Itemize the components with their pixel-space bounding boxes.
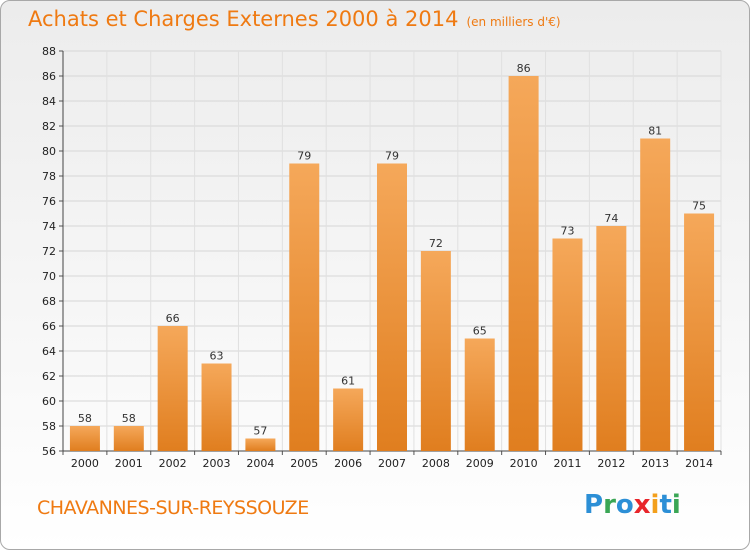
value-label-2000: 58 — [78, 412, 92, 425]
bar-2009 — [464, 338, 495, 451]
logo-letter: t — [659, 490, 672, 520]
value-label-2014: 75 — [692, 200, 706, 213]
y-tick-label: 62 — [42, 370, 56, 383]
y-tick-label: 70 — [42, 270, 56, 283]
y-tick-label: 66 — [42, 320, 56, 333]
x-tick-label-2009: 2009 — [466, 457, 494, 470]
value-label-2006: 61 — [341, 375, 355, 388]
chart-title: Achats et Charges Externes 2000 à 2014 (e… — [28, 7, 561, 31]
logo-letter: x — [633, 490, 651, 520]
bar-2014 — [684, 213, 715, 451]
x-tick-label-2014: 2014 — [685, 457, 713, 470]
bars — [69, 76, 715, 451]
x-tick-label-2013: 2013 — [641, 457, 669, 470]
y-tick-label: 58 — [42, 420, 56, 433]
y-tick-label: 88 — [42, 45, 56, 58]
x-tick-label-2001: 2001 — [115, 457, 143, 470]
y-tick-label: 76 — [42, 195, 56, 208]
bar-2001 — [113, 426, 144, 451]
value-label-2012: 74 — [604, 212, 618, 225]
commune-name: CHAVANNES-SUR-REYSSOUZE — [37, 497, 309, 519]
value-label-2001: 58 — [122, 412, 136, 425]
logo-letter: r — [603, 490, 616, 520]
y-tick-label: 78 — [42, 170, 56, 183]
value-label-2008: 72 — [429, 237, 443, 250]
value-label-2003: 63 — [210, 350, 224, 363]
logo-letter: i — [650, 490, 660, 520]
data-labels: 58 58 66 63 57 79 61 79 72 65 86 73 74 81 75 — [78, 62, 706, 438]
x-tick-label-2006: 2006 — [334, 457, 362, 470]
bar-2006 — [333, 388, 364, 451]
y-tick-label: 80 — [42, 145, 56, 158]
y-tick-label: 68 — [42, 295, 56, 308]
x-tick-label-2005: 2005 — [290, 457, 318, 470]
bar-2004 — [245, 438, 276, 451]
logo-letter: i — [671, 490, 681, 520]
y-tick-label: 64 — [42, 345, 56, 358]
bar-2003 — [201, 363, 232, 451]
value-label-2004: 57 — [253, 425, 267, 438]
x-tick-label-2010: 2010 — [510, 457, 538, 470]
x-tick-label-2002: 2002 — [159, 457, 187, 470]
value-label-2002: 66 — [166, 312, 180, 325]
x-tick-label-2007: 2007 — [378, 457, 406, 470]
bar-2000 — [69, 426, 100, 451]
bar-2012 — [596, 226, 627, 451]
y-tick-label: 56 — [42, 445, 56, 458]
logo-letter: o — [615, 490, 634, 520]
value-label-2010: 86 — [517, 62, 531, 75]
value-label-2005: 79 — [297, 150, 311, 163]
unit-label: (en milliers d'€) — [466, 15, 561, 29]
x-tick-label-2012: 2012 — [597, 457, 625, 470]
y-tick-label: 82 — [42, 120, 56, 133]
y-tick-label: 86 — [42, 70, 56, 83]
bar-2013 — [640, 138, 671, 451]
value-label-2009: 65 — [473, 325, 487, 338]
title-text: Achats et Charges Externes 2000 à 2014 — [28, 7, 459, 31]
y-tick-label: 74 — [42, 220, 56, 233]
bar-2008 — [420, 251, 451, 451]
value-label-2007: 79 — [385, 150, 399, 163]
bar-2005 — [289, 163, 320, 451]
logo-letter: P — [584, 490, 604, 520]
bar-2007 — [377, 163, 407, 451]
proxiti-logo: Proxiti — [584, 490, 681, 520]
bar-2010 — [508, 76, 539, 451]
y-tick-label: 84 — [42, 95, 56, 108]
x-tick-label-2003: 2003 — [203, 457, 231, 470]
x-tick-label-2011: 2011 — [553, 457, 581, 470]
y-tick-label: 60 — [42, 395, 56, 408]
bar-2011 — [552, 238, 583, 451]
bar-2002 — [157, 326, 188, 451]
value-label-2011: 73 — [560, 225, 574, 238]
value-label-2013: 81 — [648, 125, 662, 138]
y-tick-label: 72 — [42, 245, 56, 258]
x-tick-label-2004: 2004 — [246, 457, 274, 470]
x-tick-label-2008: 2008 — [422, 457, 450, 470]
x-tick-label-2000: 2000 — [71, 457, 99, 470]
